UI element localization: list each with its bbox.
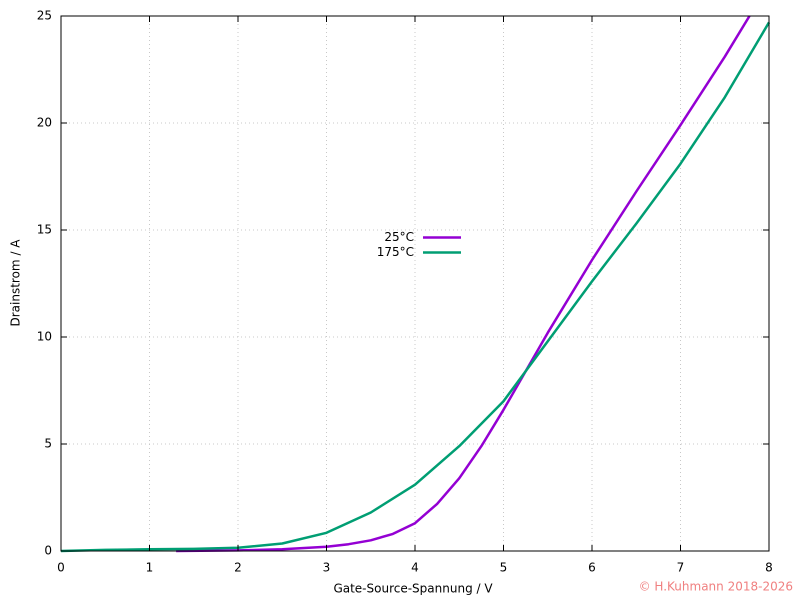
copyright-note: © H.Kuhmann 2018-2026 <box>639 580 793 594</box>
x-axis-label: Gate-Source-Spannung / V <box>333 582 493 596</box>
x-tick-label: 2 <box>234 561 242 575</box>
legend-label: 25°C <box>384 230 414 244</box>
x-tick-label: 1 <box>146 561 154 575</box>
y-tick-label: 15 <box>37 223 52 237</box>
y-axis-label: Drainstrom / A <box>9 239 23 327</box>
x-tick-label: 6 <box>588 561 596 575</box>
x-tick-label: 4 <box>411 561 419 575</box>
y-tick-label: 5 <box>44 437 52 451</box>
grid-layer <box>60 15 770 552</box>
x-tick-label: 5 <box>500 561 508 575</box>
x-tick-label: 3 <box>323 561 331 575</box>
data-layer <box>60 15 771 553</box>
data-line <box>176 15 751 553</box>
x-tick-label: 0 <box>57 561 65 575</box>
x-tick-label: 8 <box>765 561 773 575</box>
legend-label: 175°C <box>377 245 414 259</box>
y-tick-label: 10 <box>37 330 52 344</box>
x-tick-label: 7 <box>677 561 685 575</box>
y-tick-label: 25 <box>37 9 52 23</box>
data-line <box>60 21 771 553</box>
y-tick-label: 0 <box>44 544 52 558</box>
y-tick-label: 20 <box>37 116 52 130</box>
